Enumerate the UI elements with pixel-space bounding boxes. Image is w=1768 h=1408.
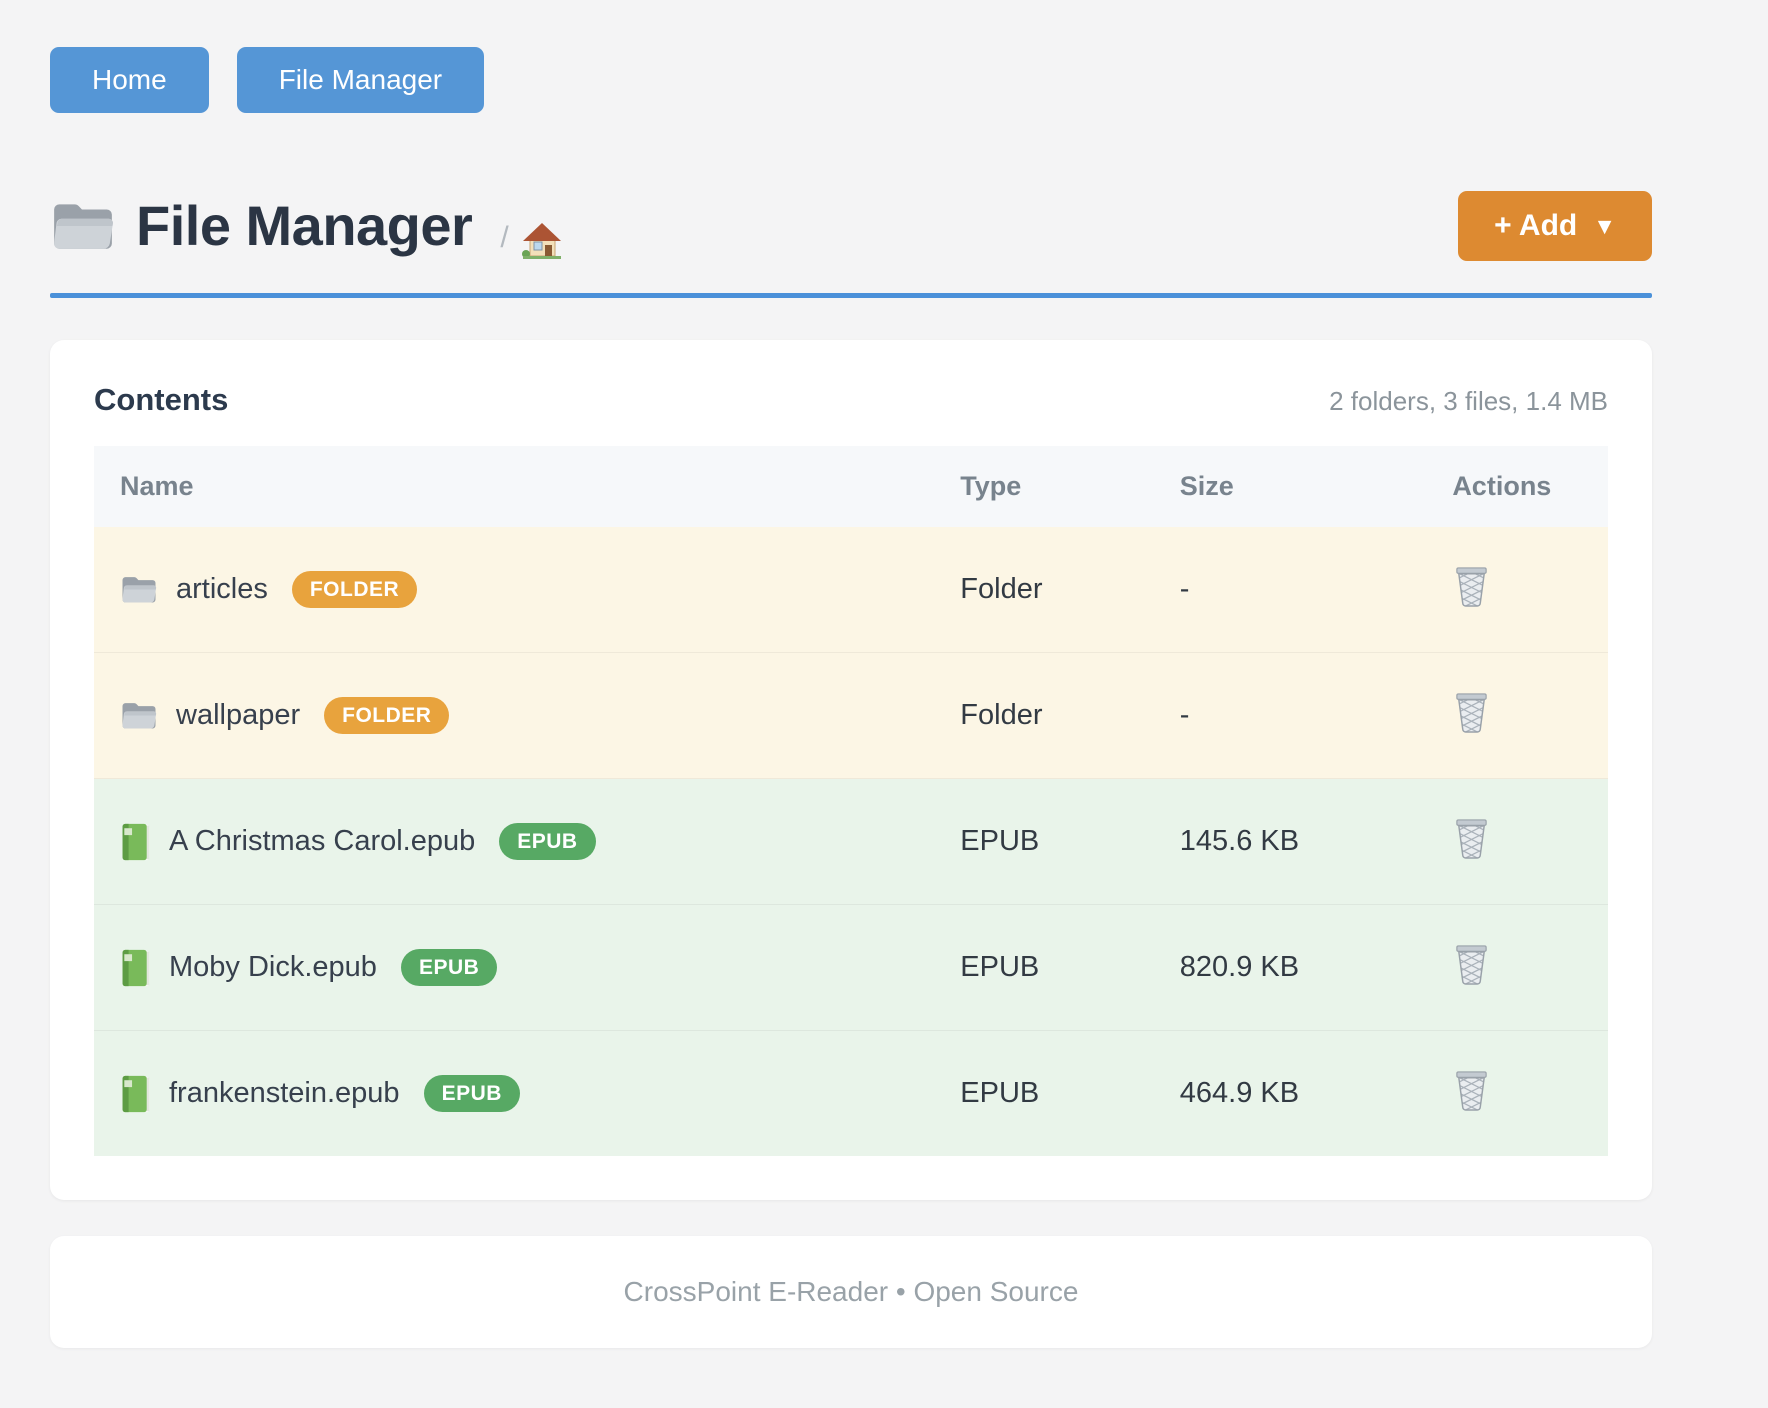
- column-header-actions: Actions: [1426, 446, 1608, 527]
- file-type: Folder: [934, 652, 1154, 779]
- file-size: -: [1179, 573, 1190, 605]
- file-name: wallpaper: [176, 699, 301, 731]
- delete-button[interactable]: [1452, 689, 1491, 734]
- epub-badge: EPUB: [423, 1075, 520, 1112]
- caret-down-icon: ▼: [1593, 212, 1616, 239]
- table-row[interactable]: wallpaper FOLDER Folder -: [94, 652, 1608, 779]
- file-type: EPUB: [934, 778, 1154, 905]
- contents-card-header: Contents 2 folders, 3 files, 1.4 MB: [94, 382, 1608, 418]
- file-size: 820.9 KB: [1153, 904, 1427, 1031]
- file-type: EPUB: [934, 904, 1154, 1031]
- contents-summary: 2 folders, 3 files, 1.4 MB: [1329, 386, 1608, 416]
- breadcrumb-separator: /: [500, 221, 509, 254]
- epub-badge: EPUB: [400, 949, 498, 986]
- column-header-size: Size: [1153, 446, 1427, 527]
- trash-icon: [1452, 815, 1491, 860]
- file-type: EPUB: [934, 1030, 1154, 1156]
- contents-title: Contents: [94, 382, 229, 417]
- file-name: Moby Dick.epub: [169, 951, 377, 983]
- file-type: Folder: [960, 573, 1043, 605]
- table-row[interactable]: articles FOLDER Folder -: [94, 527, 1608, 653]
- contents-card: Contents 2 folders, 3 files, 1.4 MB Name…: [50, 340, 1652, 1200]
- delete-button[interactable]: [1452, 563, 1491, 608]
- folder-icon: [120, 699, 158, 732]
- column-header-name: Name: [94, 446, 935, 527]
- delete-button[interactable]: [1452, 815, 1491, 860]
- trash-icon: [1452, 689, 1491, 734]
- table-header-row: Name Type Size Actions: [94, 446, 1608, 527]
- add-button-label: + Add: [1494, 209, 1578, 242]
- footer-card: CrossPoint E-Reader • Open Source: [50, 1236, 1652, 1348]
- file-name: articles: [176, 573, 268, 605]
- top-nav: Home File Manager: [50, 47, 1652, 113]
- file-size: 464.9 KB: [1153, 1030, 1427, 1156]
- file-name: A Christmas Carol.epub: [169, 825, 476, 857]
- file-manager-button[interactable]: File Manager: [236, 47, 485, 113]
- folder-badge: FOLDER: [324, 697, 450, 734]
- table-row[interactable]: A Christmas Carol.epub EPUB EPUB 145.6 K…: [94, 778, 1608, 905]
- trash-icon: [1452, 563, 1491, 608]
- footer-text: CrossPoint E-Reader • Open Source: [623, 1276, 1079, 1307]
- file-size: -: [1153, 652, 1427, 779]
- epub-badge: EPUB: [499, 823, 596, 860]
- book-icon: [120, 1075, 151, 1113]
- title-underline: [50, 293, 1652, 298]
- book-icon: [120, 823, 151, 861]
- home-button[interactable]: Home: [50, 47, 209, 113]
- page-title: File Manager: [136, 194, 473, 257]
- file-table: Name Type Size Actions articles FOLDER F…: [94, 446, 1608, 1156]
- column-header-type: Type: [934, 446, 1154, 527]
- delete-button[interactable]: [1452, 1067, 1491, 1112]
- house-icon[interactable]: [521, 221, 563, 261]
- delete-button[interactable]: [1452, 941, 1491, 986]
- table-row[interactable]: frankenstein.epub EPUB EPUB 464.9 KB: [94, 1030, 1608, 1156]
- file-size: 145.6 KB: [1153, 778, 1427, 905]
- trash-icon: [1452, 941, 1491, 986]
- page-header: File Manager / + Add ▼: [50, 191, 1652, 261]
- book-icon: [120, 949, 151, 987]
- folder-icon: [50, 197, 116, 255]
- folder-badge: FOLDER: [291, 571, 418, 608]
- add-button[interactable]: + Add ▼: [1458, 191, 1652, 261]
- file-name: frankenstein.epub: [169, 1077, 400, 1109]
- folder-icon: [120, 573, 158, 606]
- trash-icon: [1452, 1067, 1491, 1112]
- table-row[interactable]: Moby Dick.epub EPUB EPUB 820.9 KB: [94, 904, 1608, 1031]
